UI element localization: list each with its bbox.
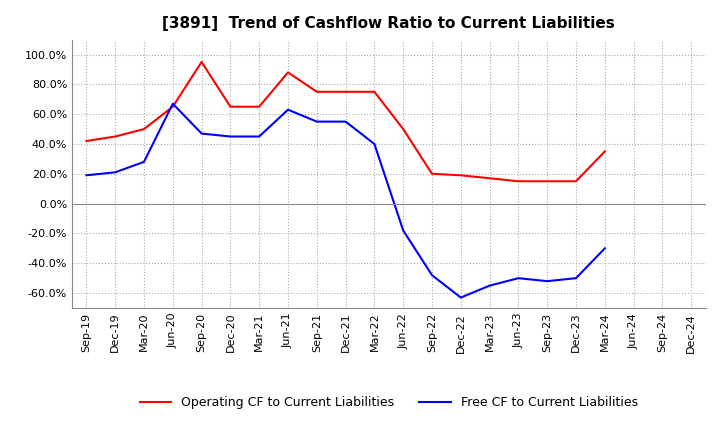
Free CF to Current Liabilities (341, 119, 350, 124)
Operating CF to Current Liabilities (456, 172, 465, 178)
Operating CF to Current Liabilities (572, 179, 580, 184)
Free CF to Current Liabilities (197, 131, 206, 136)
Operating CF to Current Liabilities (485, 176, 494, 181)
Operating CF to Current Liabilities (370, 89, 379, 95)
Operating CF to Current Liabilities (140, 126, 148, 132)
Operating CF to Current Liabilities (197, 59, 206, 65)
Operating CF to Current Liabilities (600, 149, 609, 154)
Free CF to Current Liabilities (140, 159, 148, 165)
Operating CF to Current Liabilities (312, 89, 321, 95)
Operating CF to Current Liabilities (514, 179, 523, 184)
Operating CF to Current Liabilities (543, 179, 552, 184)
Operating CF to Current Liabilities (226, 104, 235, 109)
Free CF to Current Liabilities (600, 246, 609, 251)
Operating CF to Current Liabilities (168, 104, 177, 109)
Free CF to Current Liabilities (399, 228, 408, 233)
Operating CF to Current Liabilities (399, 126, 408, 132)
Operating CF to Current Liabilities (428, 171, 436, 176)
Free CF to Current Liabilities (284, 107, 292, 112)
Operating CF to Current Liabilities (111, 134, 120, 139)
Free CF to Current Liabilities (82, 172, 91, 178)
Title: [3891]  Trend of Cashflow Ratio to Current Liabilities: [3891] Trend of Cashflow Ratio to Curren… (163, 16, 615, 32)
Operating CF to Current Liabilities (341, 89, 350, 95)
Free CF to Current Liabilities (312, 119, 321, 124)
Free CF to Current Liabilities (456, 295, 465, 300)
Line: Operating CF to Current Liabilities: Operating CF to Current Liabilities (86, 62, 605, 181)
Free CF to Current Liabilities (255, 134, 264, 139)
Free CF to Current Liabilities (572, 275, 580, 281)
Free CF to Current Liabilities (543, 279, 552, 284)
Free CF to Current Liabilities (370, 141, 379, 147)
Free CF to Current Liabilities (428, 272, 436, 278)
Operating CF to Current Liabilities (284, 70, 292, 75)
Operating CF to Current Liabilities (82, 138, 91, 143)
Operating CF to Current Liabilities (255, 104, 264, 109)
Free CF to Current Liabilities (168, 101, 177, 106)
Legend: Operating CF to Current Liabilities, Free CF to Current Liabilities: Operating CF to Current Liabilities, Fre… (135, 392, 643, 414)
Free CF to Current Liabilities (514, 275, 523, 281)
Free CF to Current Liabilities (111, 170, 120, 175)
Free CF to Current Liabilities (485, 283, 494, 288)
Free CF to Current Liabilities (226, 134, 235, 139)
Line: Free CF to Current Liabilities: Free CF to Current Liabilities (86, 104, 605, 297)
